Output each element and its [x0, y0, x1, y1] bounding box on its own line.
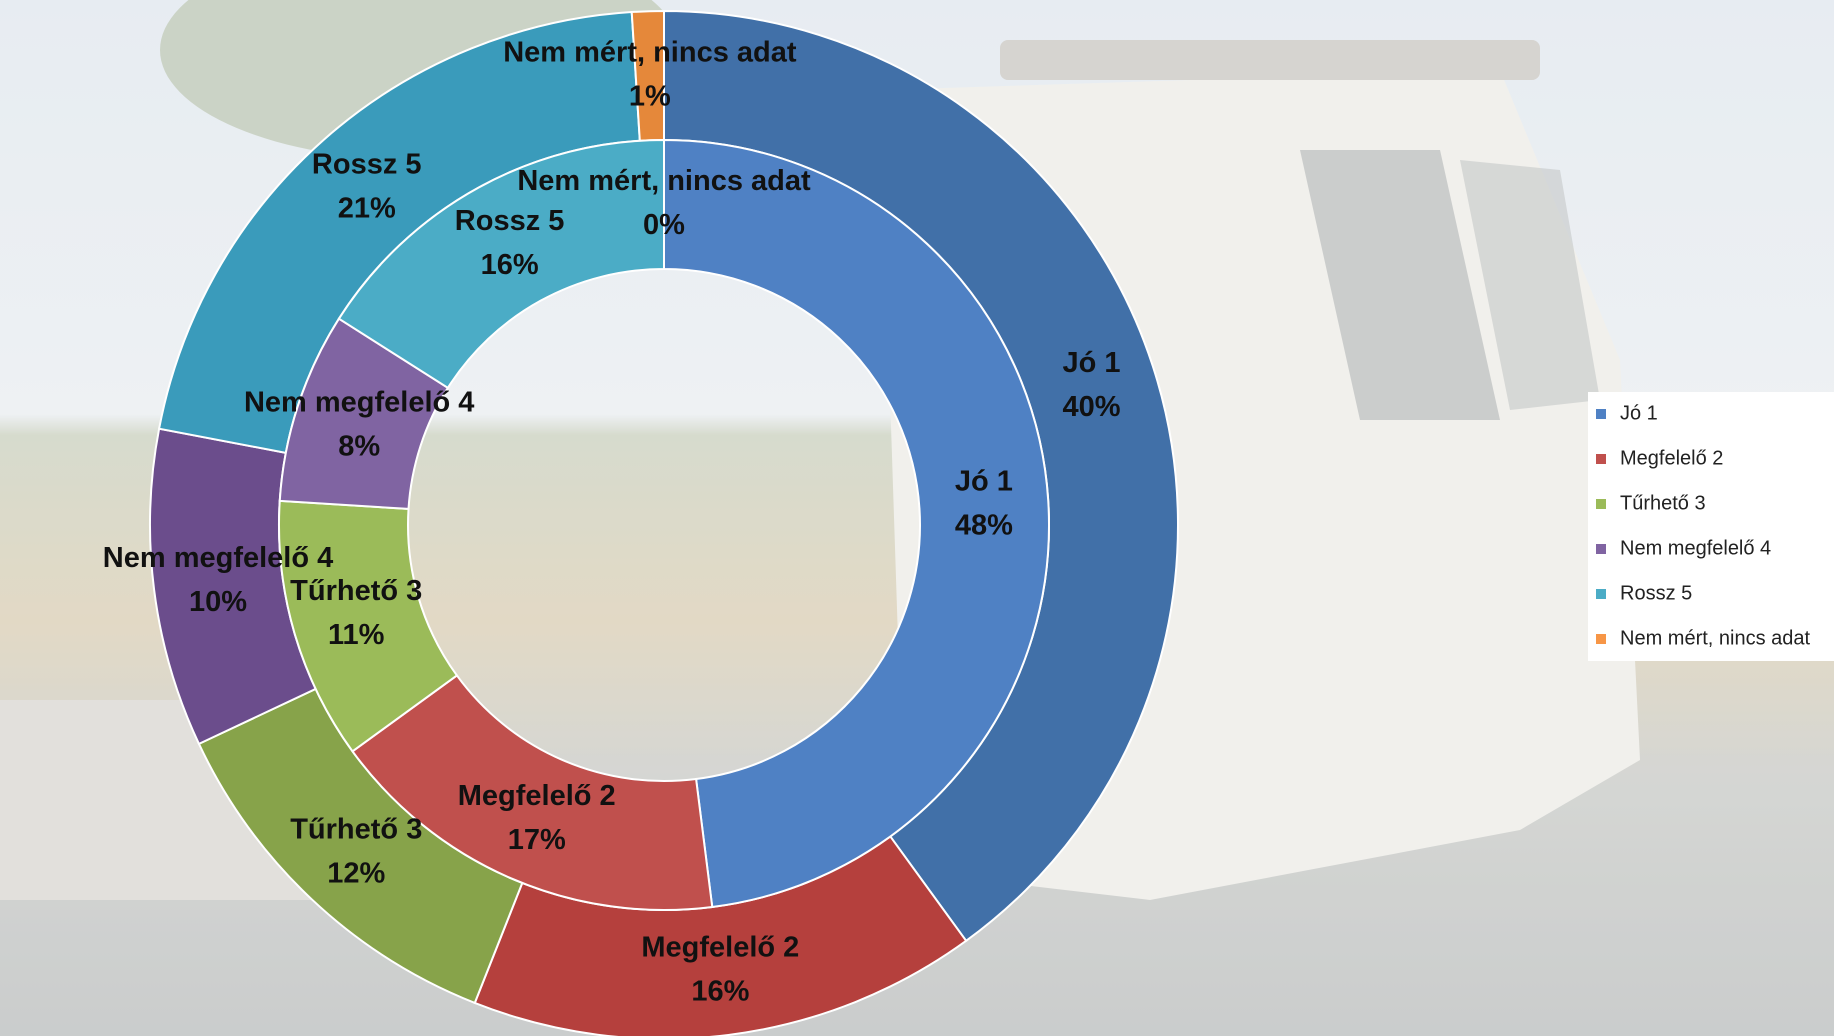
data-label-value: 8% [338, 431, 380, 463]
data-label-name: Megfelelő 2 [641, 932, 799, 964]
legend-label: Tűrhető 3 [1620, 492, 1706, 514]
data-label-name: Rossz 5 [312, 148, 422, 180]
data-label-value: 17% [508, 824, 566, 856]
data-label-name: Rossz 5 [455, 205, 565, 237]
data-label-name: Tűrhető 3 [290, 575, 422, 607]
data-label-value: 16% [481, 249, 539, 281]
data-label-name: Jó 1 [955, 466, 1013, 498]
legend-box [1588, 392, 1834, 661]
data-label-value: 10% [189, 586, 247, 618]
legend-swatch [1596, 544, 1606, 554]
legend-swatch [1596, 454, 1606, 464]
data-label-name: Nem megfelelő 4 [244, 387, 474, 419]
data-label-value: 1% [629, 80, 671, 112]
data-label-name: Nem megfelelő 4 [103, 542, 333, 574]
data-label-value: 40% [1062, 391, 1120, 423]
data-label-value: 12% [327, 857, 385, 889]
data-label-name: Jó 1 [1062, 347, 1120, 379]
legend-swatch [1596, 499, 1606, 509]
data-label-name: Nem mért, nincs adat [517, 165, 811, 197]
legend-label: Megfelelő 2 [1620, 447, 1723, 469]
donut-segment [351, 674, 714, 911]
data-label-name: Tűrhető 3 [290, 813, 422, 845]
data-label-name: Megfelelő 2 [458, 780, 616, 812]
legend-swatch [1596, 589, 1606, 599]
data-label-value: 0% [643, 209, 685, 241]
legend-label: Nem megfelelő 4 [1620, 537, 1771, 559]
data-label-name: Nem mért, nincs adat [503, 36, 797, 68]
legend-label: Rossz 5 [1620, 582, 1692, 604]
data-label-value: 48% [955, 510, 1013, 542]
data-label-value: 21% [338, 192, 396, 224]
legend-swatch [1596, 409, 1606, 419]
legend-swatch [1596, 634, 1606, 644]
data-label-value: 16% [691, 976, 749, 1008]
legend-label: Nem mért, nincs adat [1620, 627, 1811, 649]
legend-label: Jó 1 [1620, 402, 1658, 424]
data-label-value: 11% [328, 619, 385, 651]
donut-segment [663, 138, 1050, 909]
